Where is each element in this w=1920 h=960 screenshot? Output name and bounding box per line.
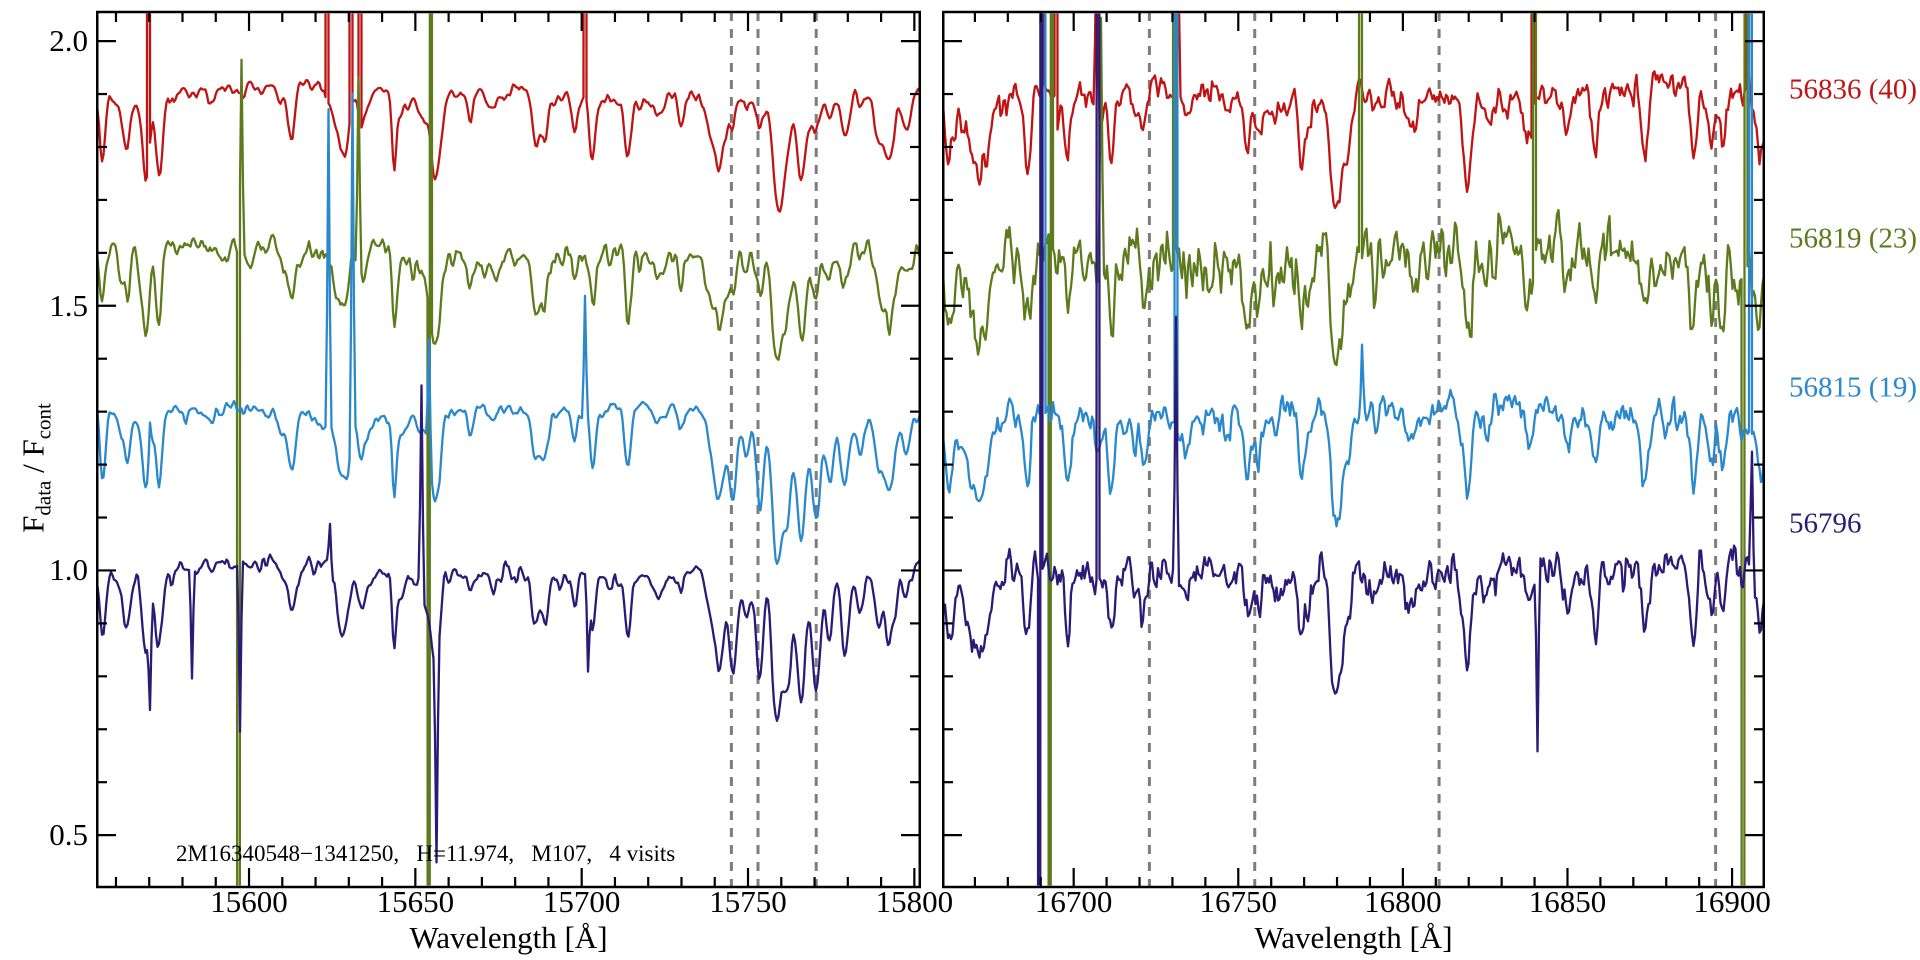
x-tick-labels: 15600 15650 15700 15750 15800 [210,884,953,919]
star-annotation: 2M16340548−1341250, H=11.974, M107, 4 vi… [176,841,676,866]
x-tick-label: 16800 [1364,884,1442,919]
x-tick-label: 15750 [709,884,787,919]
x-tick-label: 15600 [210,884,288,919]
x-tick-label: 16850 [1529,884,1607,919]
y-tick-label: 0.5 [49,817,88,853]
spectrum-56815 [943,13,1764,528]
x-tick-labels: 16700 16750 16800 16850 16900 [1035,884,1771,919]
spectrum-56836 [943,13,1764,210]
x-tick-label: 16700 [1035,884,1113,919]
x-tick-label: 15700 [543,884,621,919]
axis-ticks [98,13,919,886]
series-label-56815: 56815 (19) [1789,371,1918,404]
spectrum-56796 [943,13,1764,886]
spectrum-56836 [97,13,920,213]
y-tick-label: 2.0 [49,23,88,59]
series-label-56819: 56819 (23) [1789,222,1918,255]
axis-ticks [944,13,1763,886]
y-tick-label: 1.5 [49,287,88,323]
spectrum-56796 [97,384,920,864]
dashed-guide-lines [1147,12,1718,887]
x-tick-label: 16900 [1693,884,1771,919]
x-axis-title: Wavelength [Å] [1254,920,1452,955]
x-tick-label: 16750 [1200,884,1278,919]
spectrum-56819 [943,13,1764,886]
spectrum-panel-left: 15600 15650 15700 15750 15800 Wavelength [Å] [96,10,953,955]
plot-frame [942,10,1765,889]
series-label-56836: 56836 (40) [1789,73,1918,106]
x-axis-title: Wavelength [Å] [409,920,607,955]
spectrum-56819 [97,13,920,886]
x-tick-label: 15800 [876,884,954,919]
axes [96,10,921,889]
y-axis-title: Fdata / Fcont [15,403,56,533]
spectrum-panel-right: 16700 16750 16800 16850 16900 Wavelength [Å] [942,10,1771,955]
y-tick-label: 1.0 [49,552,88,588]
axes [942,10,1765,889]
series-label-56796: 56796 [1789,507,1862,540]
spectrum-56815 [97,92,920,565]
x-tick-label: 15650 [377,884,455,919]
plot-frame [96,10,921,889]
